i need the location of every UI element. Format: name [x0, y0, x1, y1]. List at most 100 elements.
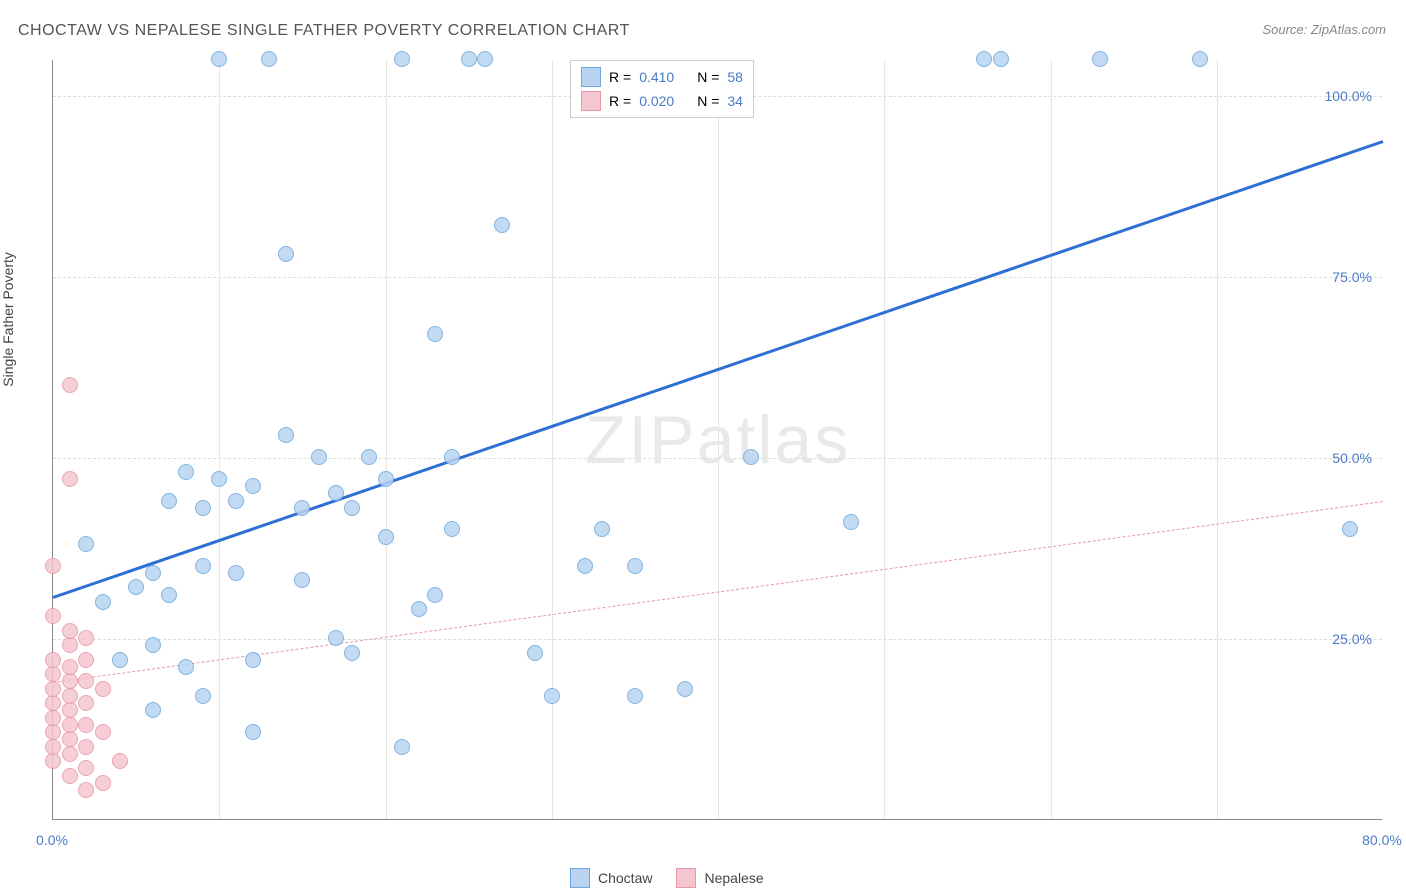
data-point [45, 695, 61, 711]
data-point [294, 572, 310, 588]
data-point [427, 587, 443, 603]
data-point [344, 500, 360, 516]
data-point [544, 688, 560, 704]
data-point [294, 500, 310, 516]
data-point [78, 630, 94, 646]
data-point [112, 753, 128, 769]
data-point [95, 594, 111, 610]
data-point [477, 51, 493, 67]
data-point [245, 652, 261, 668]
data-point [444, 449, 460, 465]
data-point [976, 51, 992, 67]
data-point [45, 558, 61, 574]
data-point [161, 587, 177, 603]
data-point [211, 51, 227, 67]
gridline-vertical [552, 60, 553, 819]
data-point [843, 514, 859, 530]
legend-item: Nepalese [676, 868, 763, 888]
nepalese-n-value: 34 [727, 93, 743, 109]
data-point [62, 673, 78, 689]
data-point [195, 500, 211, 516]
data-point [45, 666, 61, 682]
legend-row-nepalese: R = 0.020 N = 34 [581, 89, 743, 113]
data-point [378, 529, 394, 545]
gridline-vertical [219, 60, 220, 819]
data-point [594, 521, 610, 537]
data-point [145, 565, 161, 581]
data-point [45, 724, 61, 740]
data-point [62, 746, 78, 762]
legend-item: Choctaw [570, 868, 652, 888]
legend-label: Choctaw [598, 870, 652, 886]
y-axis-label: Single Father Poverty [0, 252, 16, 387]
data-point [444, 521, 460, 537]
data-point [311, 449, 327, 465]
data-point [62, 623, 78, 639]
y-tick-label: 25.0% [1332, 631, 1372, 647]
data-point [278, 246, 294, 262]
legend-stats: R = 0.410 N = 58 R = 0.020 N = 34 [570, 60, 754, 118]
data-point [461, 51, 477, 67]
gridline-vertical [884, 60, 885, 819]
data-point [211, 471, 227, 487]
choctaw-swatch-icon [581, 67, 601, 87]
data-point [78, 782, 94, 798]
gridline-vertical [1217, 60, 1218, 819]
data-point [993, 51, 1009, 67]
r-label: R = [609, 93, 631, 109]
data-point [78, 652, 94, 668]
data-point [45, 681, 61, 697]
data-point [328, 485, 344, 501]
data-point [1342, 521, 1358, 537]
plot-area: ZIPatlas 25.0%50.0%75.0%100.0% [52, 60, 1382, 820]
chart-container: CHOCTAW VS NEPALESE SINGLE FATHER POVERT… [0, 0, 1406, 892]
data-point [95, 724, 111, 740]
source-label: Source: ZipAtlas.com [1262, 22, 1386, 37]
y-tick-label: 50.0% [1332, 450, 1372, 466]
data-point [494, 217, 510, 233]
legend-swatch-icon [570, 868, 590, 888]
n-label: N = [697, 93, 719, 109]
data-point [178, 464, 194, 480]
data-point [45, 739, 61, 755]
data-point [145, 702, 161, 718]
data-point [45, 710, 61, 726]
choctaw-r-value: 0.410 [639, 69, 689, 85]
data-point [361, 449, 377, 465]
legend-label: Nepalese [704, 870, 763, 886]
legend-swatch-icon [676, 868, 696, 888]
data-point [95, 681, 111, 697]
data-point [161, 493, 177, 509]
data-point [627, 688, 643, 704]
data-point [62, 768, 78, 784]
data-point [45, 608, 61, 624]
data-point [394, 739, 410, 755]
data-point [245, 478, 261, 494]
data-point [62, 377, 78, 393]
chart-title: CHOCTAW VS NEPALESE SINGLE FATHER POVERT… [18, 22, 630, 40]
gridline-vertical [1051, 60, 1052, 819]
data-point [245, 724, 261, 740]
data-point [78, 739, 94, 755]
data-point [394, 51, 410, 67]
data-point [677, 681, 693, 697]
legend-series: Choctaw Nepalese [570, 868, 764, 888]
data-point [78, 536, 94, 552]
nepalese-r-value: 0.020 [639, 93, 689, 109]
data-point [378, 471, 394, 487]
data-point [627, 558, 643, 574]
data-point [261, 51, 277, 67]
x-tick-label: 0.0% [36, 832, 68, 848]
data-point [95, 775, 111, 791]
data-point [78, 695, 94, 711]
data-point [62, 717, 78, 733]
data-point [62, 659, 78, 675]
data-point [78, 760, 94, 776]
choctaw-n-value: 58 [727, 69, 743, 85]
data-point [45, 753, 61, 769]
data-point [62, 731, 78, 747]
data-point [1192, 51, 1208, 67]
data-point [78, 673, 94, 689]
r-label: R = [609, 69, 631, 85]
data-point [178, 659, 194, 675]
